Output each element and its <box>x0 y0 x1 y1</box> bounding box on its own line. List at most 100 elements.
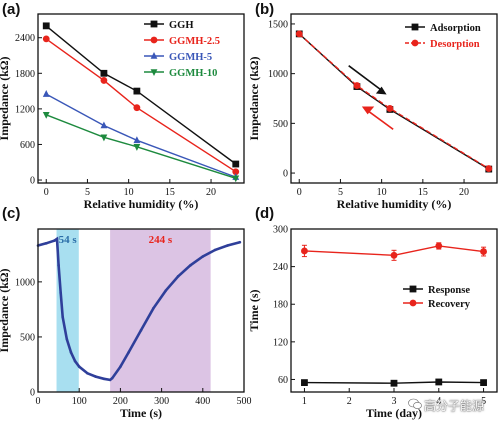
panel-d-x-axis-label: Time (day) <box>366 406 422 420</box>
panel-a-y-tick-label: 2400 <box>15 33 35 44</box>
panel-a-series-line-0 <box>45 25 237 165</box>
panel-b-legend-marker-1 <box>411 39 419 47</box>
panel-c-data-point <box>108 378 112 382</box>
watermark-text: 高分子能源 <box>424 399 485 413</box>
panel-b-y-tick-label: 1500 <box>268 19 288 30</box>
panel-b-series-line-0 <box>298 33 490 170</box>
panel-d-y-tick-label: 240 <box>273 262 288 273</box>
panel-a-marker-1 <box>100 77 108 84</box>
panel-b-plot-frame <box>290 13 498 184</box>
panel-a-legend-label-0: GGH <box>169 20 194 31</box>
panel-a-y-tick-label: 1200 <box>15 104 35 115</box>
panel-d-marker-0 <box>301 379 308 386</box>
panel-b-desorption-arrow <box>365 108 394 130</box>
panel-c-data-point <box>164 289 168 292</box>
panel-c-data-point <box>238 240 242 244</box>
panel-c-data-point <box>201 255 205 258</box>
panel-d-marker-1 <box>301 247 308 255</box>
panel-a-marker-3 <box>133 144 141 151</box>
panel-b-legend-label-1: Desorption <box>430 39 480 50</box>
panel-a-marker-1 <box>133 104 141 112</box>
panel-a-x-tick-label: 20 <box>206 187 216 198</box>
panel-a-marker-0 <box>133 87 141 95</box>
panel-a-legend-label-3: GGMH-10 <box>169 68 217 79</box>
panel-c-data-point <box>69 351 73 354</box>
panel-b-x-tick-label: 10 <box>377 187 387 198</box>
wechat-icon <box>408 398 422 410</box>
panel-a-series-line-2 <box>45 93 237 178</box>
panel-a-series-line-1 <box>45 38 237 173</box>
panel-a-y-axis-label: Impedance (kΩ) <box>0 57 11 141</box>
panel-a-series-line-3 <box>45 114 237 179</box>
panel-c-y-tick-label: 500 <box>20 332 35 343</box>
panel-d-legend-marker-1 <box>409 299 417 307</box>
panel-a-marker-3 <box>232 175 240 183</box>
panel-c-data-point <box>77 365 81 368</box>
panel-c-data-point <box>55 237 59 241</box>
panel-a-marker-3 <box>100 134 108 142</box>
panel-d-marker-1 <box>480 248 487 255</box>
panel-a-marker-2 <box>133 136 141 144</box>
panel-c-y-axis-label: Impedance (kΩ) <box>0 269 11 353</box>
panel-c-x-tick-label: 300 <box>154 396 169 407</box>
panel-b-legend-marker-0 <box>411 23 419 31</box>
panel-c-y-tick-label: 0 <box>30 388 35 399</box>
panel-d-label: (d) <box>255 205 274 222</box>
panel-a-legend-marker-0 <box>150 20 158 28</box>
panel-a-y-tick-label: 600 <box>20 140 35 151</box>
panel-c-region-label-0: 54 s <box>59 234 78 246</box>
panel-a-marker-1 <box>232 168 240 176</box>
panel-d-y-axis-label: Time (s) <box>247 289 261 331</box>
panel-a-marker-2 <box>100 121 108 129</box>
panel-a-legend-marker-3 <box>150 69 158 76</box>
panel-c-data-point <box>119 365 122 368</box>
panel-d-y-tick-label: 300 <box>273 225 288 236</box>
panel-a-marker-3 <box>42 112 50 119</box>
panel-d-x-tick-label: 4 <box>436 396 441 407</box>
panel-a-legend-marker-2 <box>150 52 158 59</box>
panel-d-y-tick-label: 120 <box>273 337 288 348</box>
panel-d-marker-1 <box>435 242 443 250</box>
panel-a-legend-label-1: GGMH-2.5 <box>169 36 220 47</box>
panel-b-y-tick-label: 0 <box>283 169 288 180</box>
panel-a-plot-frame <box>37 13 245 184</box>
panel-b-y-axis-label: Impedance (kΩ) <box>247 57 261 141</box>
panel-a-x-tick-label: 10 <box>124 187 134 198</box>
panel-b-x-tick-label: 5 <box>338 187 343 198</box>
panel-a-x-tick-label: 5 <box>85 187 90 198</box>
panel-d-legend-label-0: Response <box>428 285 470 296</box>
panel-d-y-tick-label: 180 <box>273 300 288 311</box>
panel-c-x-tick-label: 100 <box>72 396 87 407</box>
panel-c-data-point <box>53 239 56 242</box>
panel-c-plot-frame <box>37 228 245 393</box>
panel-a-legend-marker-1 <box>150 36 158 44</box>
panel-b-adsorption-arrowhead <box>375 86 387 95</box>
panel-d-legend-label-1: Recovery <box>428 299 471 310</box>
panel-a-marker-1 <box>42 35 50 43</box>
panel-c-data-point <box>44 242 48 245</box>
panel-d-x-tick-label: 2 <box>347 396 352 407</box>
panel-a-marker-2 <box>42 90 50 97</box>
panel-c-data-point <box>127 351 130 354</box>
panel-c-data-point <box>94 375 97 378</box>
panel-c-label: (c) <box>2 205 20 222</box>
panel-c-data-point <box>65 337 69 341</box>
panel-c-data-point <box>86 371 89 375</box>
panel-a-marker-0 <box>232 160 240 168</box>
panel-d-plot-frame <box>290 228 498 393</box>
panel-a-y-tick-label: 1800 <box>15 69 35 80</box>
panel-a-marker-0 <box>100 69 108 77</box>
panel-b-adsorption-arrow <box>348 65 384 93</box>
panel-a-y-tick-label: 0 <box>30 176 35 187</box>
panel-c-data-point <box>102 377 106 381</box>
panel-c-data-point <box>176 275 180 278</box>
panel-c-data-point <box>61 315 65 319</box>
panel-b-marker-1 <box>386 105 394 112</box>
panel-c-data-point <box>57 264 60 267</box>
panel-b-legend-label-0: Adsorption <box>430 23 481 34</box>
panel-b-x-axis-label: Relative humidity (%) <box>337 197 452 211</box>
panel-d-marker-0 <box>435 378 443 386</box>
panel-b-marker-1 <box>295 30 303 38</box>
panel-d-marker-0 <box>480 379 487 386</box>
panel-b-x-tick-label: 15 <box>418 187 428 198</box>
